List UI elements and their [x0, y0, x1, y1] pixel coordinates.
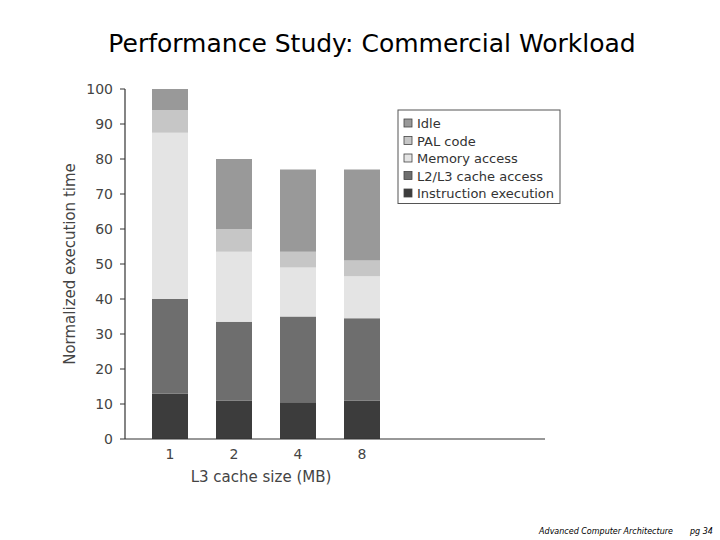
- x-tick-label: 4: [294, 446, 303, 462]
- legend-swatch: [404, 137, 412, 145]
- bar-segment: [152, 89, 188, 110]
- legend-label: Idle: [417, 116, 441, 131]
- legend-swatch: [404, 119, 412, 127]
- legend-label: L2/L3 cache access: [417, 169, 543, 184]
- bar-segment: [152, 299, 188, 394]
- x-tick-label: 1: [166, 446, 175, 462]
- bar-segment: [280, 402, 316, 439]
- y-tick-label: 30: [95, 326, 113, 342]
- y-tick-label: 0: [104, 431, 113, 447]
- y-tick: [120, 229, 125, 230]
- y-tick: [120, 124, 125, 125]
- bar-segment: [152, 394, 188, 440]
- bar-segment: [152, 133, 188, 299]
- x-tick-label: 8: [358, 446, 367, 462]
- bar-segment: [280, 268, 316, 317]
- y-tick-label: 50: [95, 256, 113, 272]
- y-tick-label: 20: [95, 361, 113, 377]
- bar-segment: [280, 317, 316, 403]
- bar-segment: [216, 322, 252, 401]
- y-tick-label: 60: [95, 221, 113, 237]
- y-tick: [120, 404, 125, 405]
- bar-segment: [344, 276, 380, 318]
- y-tick: [120, 264, 125, 265]
- legend-swatch: [404, 172, 412, 180]
- bar-segment: [344, 318, 380, 400]
- bars: [152, 89, 380, 439]
- bar-segment: [216, 252, 252, 322]
- bar-segment: [216, 229, 252, 252]
- legend-swatch: [404, 189, 412, 197]
- bar-segment: [216, 401, 252, 440]
- bar-segment: [344, 401, 380, 440]
- bar-segment: [280, 252, 316, 268]
- legend-label: Memory access: [417, 151, 518, 166]
- footer-course: Advanced Computer Architecture: [538, 527, 673, 536]
- y-tick-label: 70: [95, 186, 113, 202]
- y-tick-label: 40: [95, 291, 113, 307]
- chart: Performance Study: Commercial Workload 0 1…: [0, 0, 720, 540]
- y-tick: [120, 194, 125, 195]
- bar-segment: [344, 170, 380, 261]
- y-tick-label: 100: [86, 81, 113, 97]
- footer-page: pg 34: [689, 527, 713, 536]
- y-tick: [120, 439, 125, 440]
- title: Performance Study: Commercial Workload: [108, 29, 635, 58]
- y-tick: [120, 159, 125, 160]
- legend-label: Instruction execution: [417, 186, 554, 201]
- y-tick: [120, 334, 125, 335]
- bar-segment: [280, 170, 316, 252]
- legend: Idle PAL code Memory access L2/L3 cache acc…: [398, 110, 560, 204]
- x-axis-label: L3 cache size (MB): [191, 468, 332, 486]
- legend-label: PAL code: [417, 134, 476, 149]
- y-axis-label: Normalized execution time: [61, 163, 79, 365]
- bar-segment: [152, 110, 188, 133]
- legend-box: [398, 110, 560, 204]
- x-tick-label: 2: [230, 446, 239, 462]
- x-axis-line: [125, 438, 545, 439]
- y-tick-label: 90: [95, 116, 113, 132]
- y-tick-label: 80: [95, 151, 113, 167]
- y-tick: [120, 369, 125, 370]
- y-tick: [120, 299, 125, 300]
- bar-segment: [344, 261, 380, 277]
- y-tick-label: 10: [95, 396, 113, 412]
- bar-segment: [216, 159, 252, 229]
- y-tick: [120, 89, 125, 90]
- legend-swatch: [404, 154, 412, 162]
